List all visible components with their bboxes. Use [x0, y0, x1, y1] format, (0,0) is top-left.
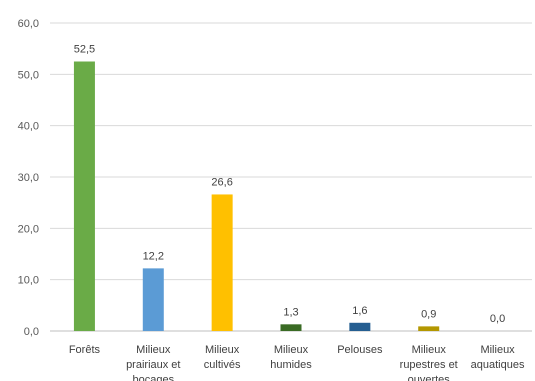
x-tick-label: Pelouses	[337, 344, 383, 356]
x-tick-label: Milieux prairiaux et bocages	[126, 344, 180, 381]
x-tick-label: Milieux rupestres et ouvertes	[400, 344, 458, 381]
y-tick-label: 10,0	[18, 275, 39, 287]
data-label: 52,5	[74, 44, 95, 56]
x-tick-label: Milieux humides	[270, 344, 312, 371]
y-tick-label: 0,0	[24, 326, 39, 338]
category-labels: Forêts Milieux prairiaux et bocages Milieux c…	[69, 344, 525, 381]
y-tick-label: 60,0	[18, 18, 39, 30]
bar	[211, 194, 233, 331]
data-label: 1,6	[352, 305, 367, 317]
y-tick-label: 50,0	[18, 69, 39, 81]
gridlines	[50, 22, 532, 332]
bar	[142, 268, 164, 331]
bar	[73, 61, 95, 331]
data-label: 0,9	[421, 308, 436, 320]
data-label: 12,2	[143, 250, 164, 262]
bar	[418, 326, 440, 331]
bar	[349, 322, 371, 331]
data-label: 0,0	[490, 313, 505, 325]
data-label: 1,3	[283, 306, 298, 318]
data-label: 26,6	[211, 176, 232, 188]
y-tick-label: 20,0	[18, 223, 39, 235]
x-tick-label: Forêts	[69, 344, 101, 356]
x-tick-label: Milieux cultivés	[204, 344, 241, 371]
bars	[73, 61, 440, 331]
x-tick-label: Milieux aquatiques	[471, 344, 525, 371]
y-axis-ticks: 0,0 10,0 20,0 30,0 40,0 50,0 60,0	[18, 18, 39, 338]
y-tick-label: 30,0	[18, 172, 39, 184]
bar	[280, 324, 302, 331]
y-tick-label: 40,0	[18, 121, 39, 133]
data-labels: 52,5 12,2 26,6 1,3 1,6 0,9 0,0	[74, 44, 506, 326]
